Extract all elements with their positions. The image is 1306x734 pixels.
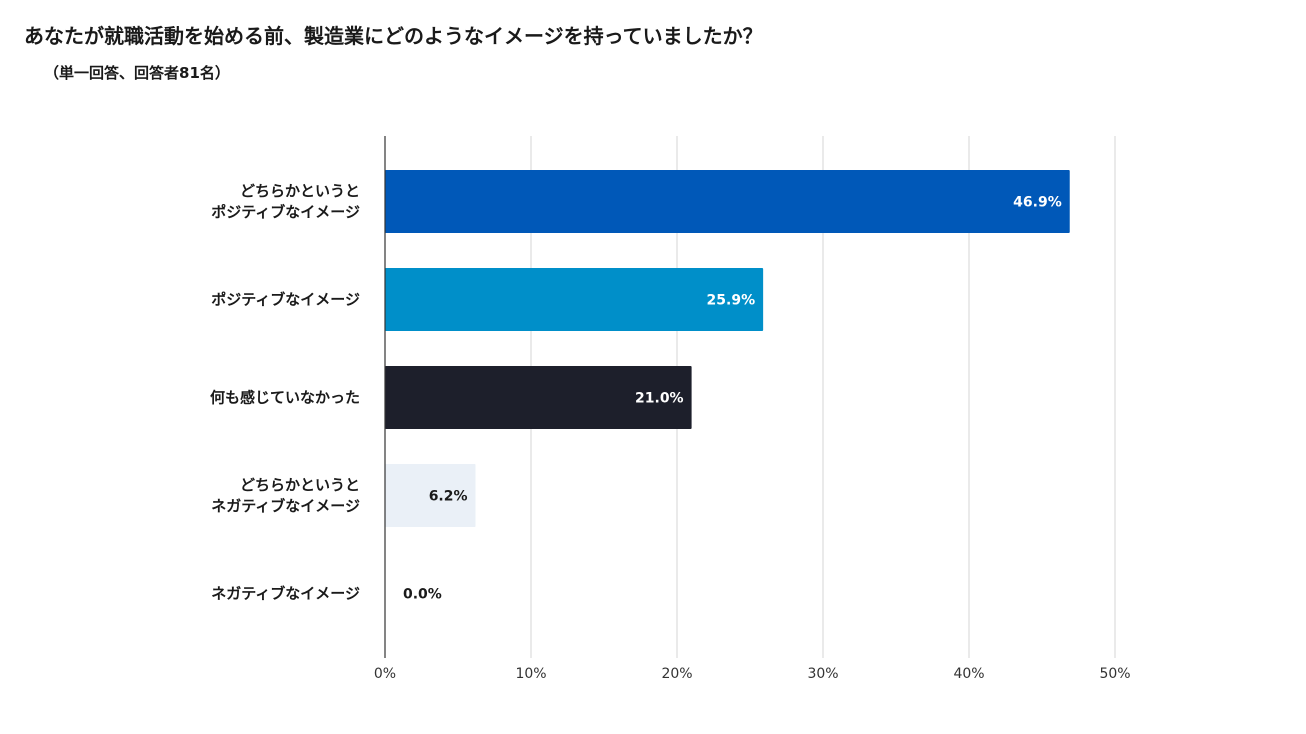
bars xyxy=(385,170,1070,527)
category-label: ポジティブなイメージ xyxy=(211,291,360,309)
category-label: ネガティブなイメージ xyxy=(211,497,360,515)
category-label: ネガティブなイメージ xyxy=(211,585,360,603)
chart-title: あなたが就職活動を始める前、製造業にどのようなイメージを持っていましたか？ xyxy=(24,24,763,48)
category-label: ポジティブなイメージ xyxy=(211,203,360,221)
bar-2 xyxy=(385,366,692,429)
bar-value-label: 6.2% xyxy=(429,489,468,505)
bar-value-label: 25.9% xyxy=(707,293,756,309)
labels: 0% 10% 20% 30% 40% 50%46.9%どちらかというとポジティブなイメージ… xyxy=(210,182,1131,682)
bar-0 xyxy=(385,170,1070,233)
x-tick-label: 10% xyxy=(515,666,546,682)
x-tick-label: 0% xyxy=(374,666,396,682)
x-tick-label: 30% xyxy=(807,666,838,682)
x-tick-label: 20% xyxy=(661,666,692,682)
category-label: 何も感じていなかった xyxy=(210,389,360,407)
x-tick-label: 50% xyxy=(1099,666,1130,682)
bar-value-label: 0.0% xyxy=(403,587,442,603)
category-label: どちらかというと xyxy=(240,476,360,494)
category-label: どちらかというと xyxy=(240,182,360,200)
bar-value-label: 21.0% xyxy=(635,391,684,407)
chart-subtitle: （単一回答、回答者81名） xyxy=(44,64,230,82)
bar-3 xyxy=(385,464,476,527)
x-tick-label: 40% xyxy=(953,666,984,682)
bar-value-label: 46.9% xyxy=(1013,195,1062,211)
bar-1 xyxy=(385,268,764,331)
